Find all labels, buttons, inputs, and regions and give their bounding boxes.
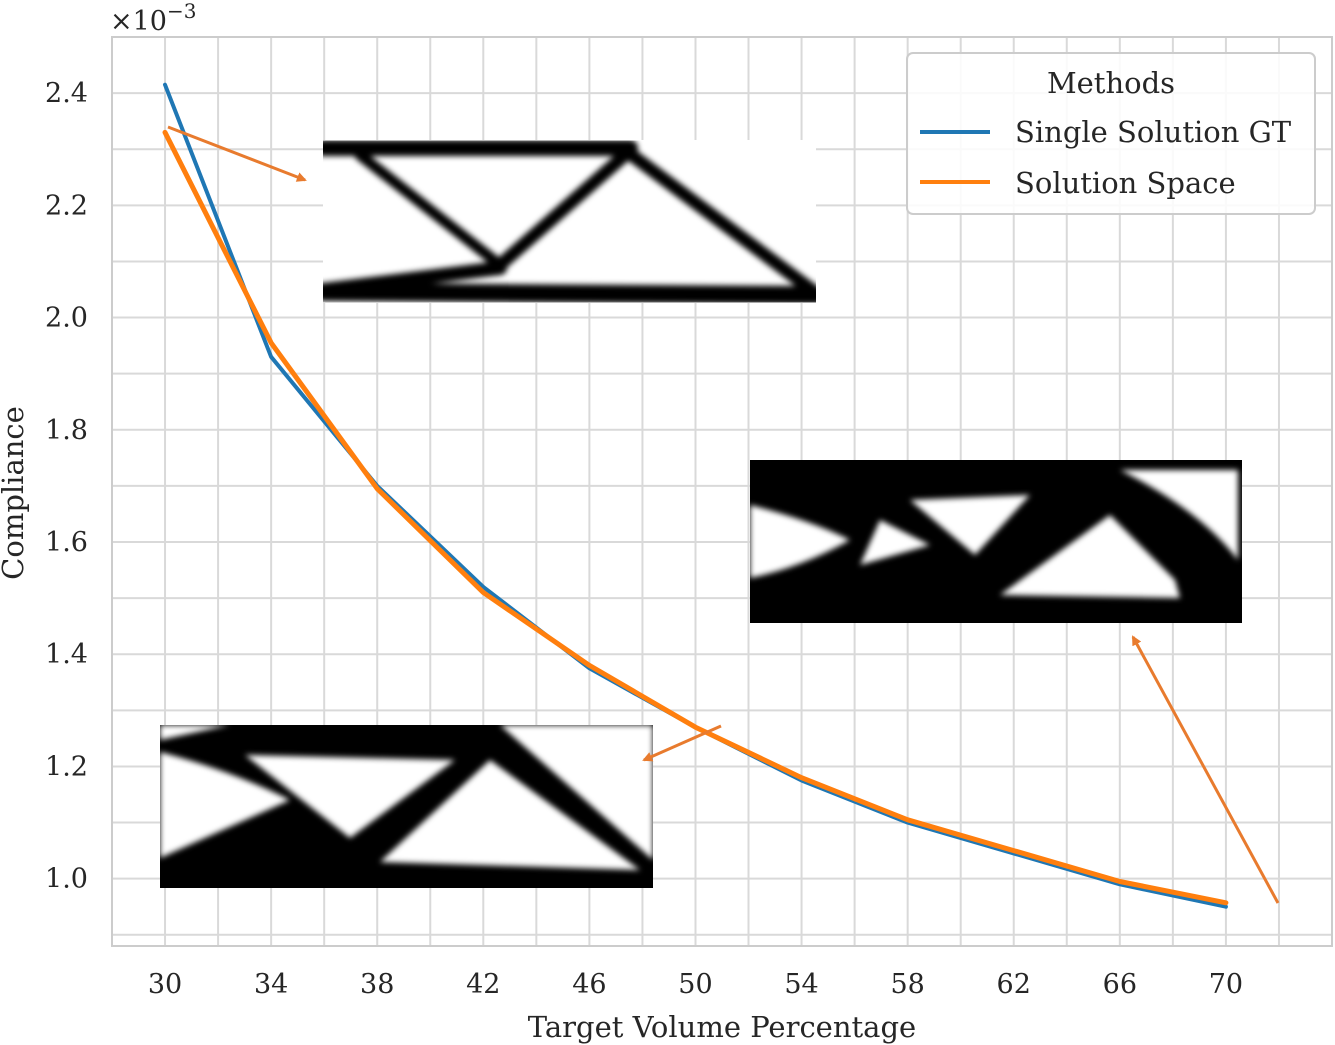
y-tick-label: 1.2 bbox=[45, 751, 88, 782]
x-tick-label: 58 bbox=[890, 969, 924, 1000]
x-tick-label: 46 bbox=[572, 969, 606, 1000]
legend-title: Methods bbox=[1047, 66, 1175, 100]
legend: Methods Single Solution GT Solution Spac… bbox=[906, 52, 1316, 215]
annotation-arrows bbox=[167, 125, 1280, 904]
y-tick-label: 1.0 bbox=[45, 864, 88, 895]
x-tick-label: 34 bbox=[254, 969, 288, 1000]
series-lines bbox=[162, 82, 1229, 909]
legend-box bbox=[906, 52, 1316, 215]
y-tick-label: 2.2 bbox=[45, 190, 88, 221]
x-tick-label: 66 bbox=[1103, 969, 1137, 1000]
x-tick-label: 70 bbox=[1209, 969, 1243, 1000]
arrow-to-inset-50 bbox=[642, 724, 722, 762]
x-tick-label: 54 bbox=[784, 969, 818, 1000]
series-line-1 bbox=[162, 129, 1229, 906]
axes-frame bbox=[111, 36, 1333, 947]
x-axis-label: Target Volume Percentage bbox=[528, 1010, 916, 1044]
arrow-to-inset-70 bbox=[1131, 635, 1280, 904]
x-tick-label: 50 bbox=[678, 969, 712, 1000]
y-multiplier: ×10−3 bbox=[110, 0, 196, 37]
topology-inset-30 bbox=[323, 140, 816, 303]
tick-labels: 30 34 38 42 46 50 54 58 62 66 70 1.0 1.2 1.4 1.6 1.8 2.0… bbox=[45, 78, 1243, 1000]
y-tick-label: 1.8 bbox=[45, 415, 88, 446]
y-tick-label: 2.0 bbox=[45, 303, 88, 334]
x-tick-label: 42 bbox=[466, 969, 500, 1000]
topology-inset-70 bbox=[750, 460, 1242, 623]
y-tick-label: 1.6 bbox=[45, 527, 88, 558]
plot-frame bbox=[111, 36, 1333, 947]
x-tick-label: 38 bbox=[360, 969, 394, 1000]
x-tick-label: 30 bbox=[148, 969, 182, 1000]
x-tick-label: 62 bbox=[997, 969, 1031, 1000]
legend-entry-0: Single Solution GT bbox=[1015, 115, 1292, 149]
y-axis-label: Compliance bbox=[0, 406, 30, 580]
legend-entry-1: Solution Space bbox=[1015, 166, 1236, 200]
arrow-to-inset-30 bbox=[167, 125, 307, 182]
topology-inset-50 bbox=[160, 725, 653, 888]
y-tick-label: 2.4 bbox=[45, 78, 88, 109]
y-tick-label: 1.4 bbox=[45, 639, 88, 670]
